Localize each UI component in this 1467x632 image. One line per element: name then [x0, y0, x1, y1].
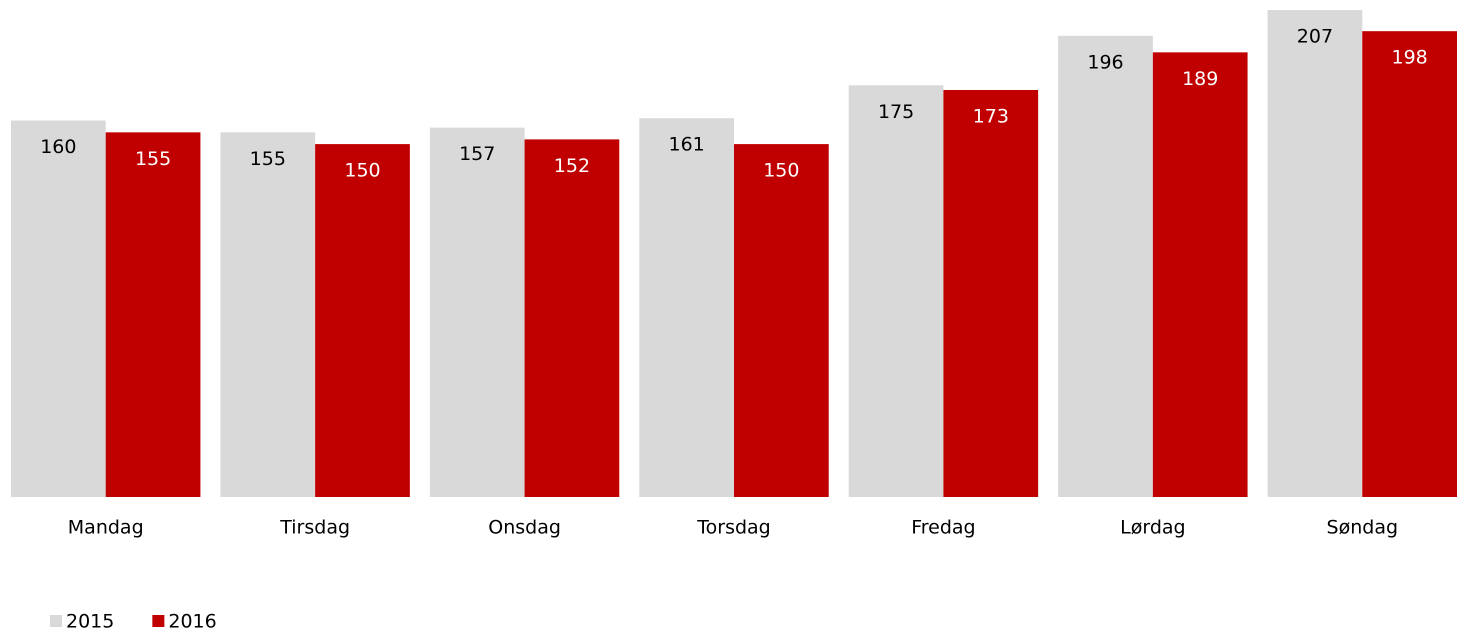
- x-tick-label: Fredag: [911, 517, 975, 539]
- bar: [639, 118, 734, 497]
- bar: [220, 132, 316, 497]
- bar: [429, 127, 525, 498]
- data-label: 173: [973, 105, 1009, 127]
- bar: [1362, 31, 1457, 497]
- data-label: 152: [554, 155, 590, 177]
- bar: [1267, 10, 1363, 497]
- x-tick-label: Tirsdag: [279, 517, 350, 539]
- bar: [524, 139, 620, 498]
- bar: [848, 85, 944, 497]
- data-label: 155: [135, 148, 171, 170]
- bar: [11, 120, 106, 497]
- x-tick-label: Onsdag: [488, 517, 561, 539]
- legend-swatch: [50, 615, 62, 627]
- data-label: 160: [40, 136, 76, 158]
- bar: [734, 144, 829, 498]
- bar: [315, 144, 410, 498]
- bar: [1152, 52, 1248, 497]
- data-label: 196: [1087, 51, 1123, 73]
- data-label: 150: [344, 160, 380, 182]
- data-label: 157: [459, 143, 495, 165]
- legend-swatch: [152, 615, 165, 627]
- data-label: 175: [878, 101, 914, 123]
- data-label: 155: [250, 148, 286, 170]
- x-tick-label: Torsdag: [696, 517, 770, 539]
- data-label: 161: [669, 134, 705, 156]
- data-label: 207: [1297, 26, 1333, 48]
- data-label: 198: [1392, 47, 1428, 69]
- legend-label: 2015: [66, 611, 114, 632]
- legend-label: 2016: [168, 611, 216, 632]
- x-tick-label: Søndag: [1327, 517, 1399, 539]
- data-label: 189: [1182, 68, 1218, 90]
- bar: [943, 89, 1039, 497]
- x-tick-label: Lørdag: [1120, 517, 1185, 539]
- bar: [105, 132, 201, 497]
- x-tick-label: Mandag: [68, 517, 144, 539]
- bar: [1058, 35, 1153, 498]
- data-label: 150: [763, 160, 799, 182]
